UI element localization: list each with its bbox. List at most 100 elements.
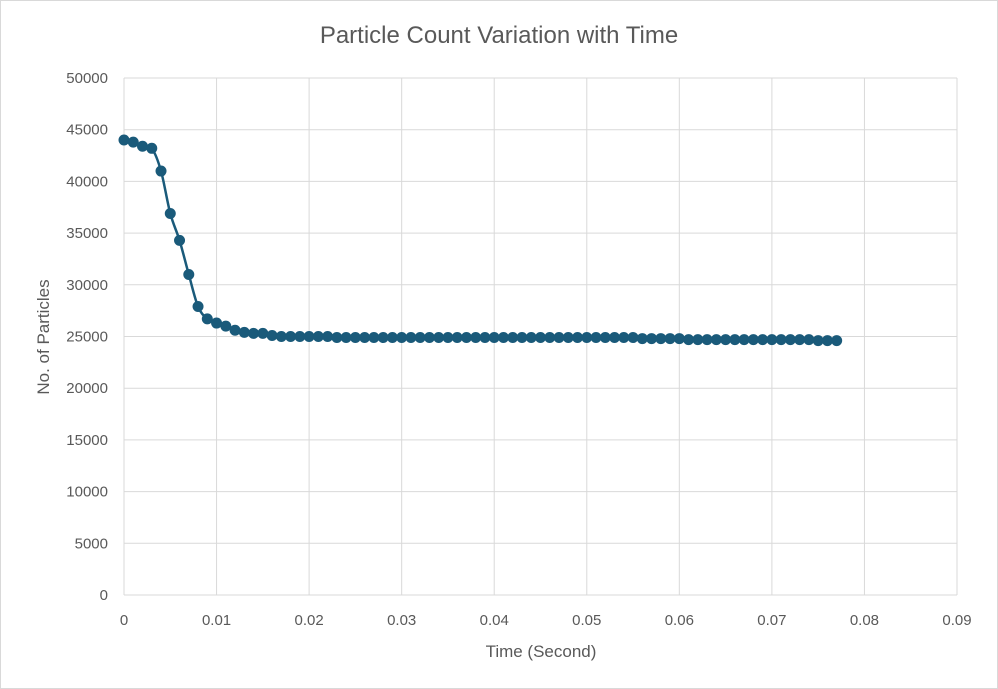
series-line <box>123 138 837 342</box>
x-tick-label: 0.03 <box>387 612 416 629</box>
data-point <box>377 332 389 344</box>
data-point <box>738 334 750 346</box>
data-point <box>192 301 204 313</box>
data-point <box>164 207 176 219</box>
data-point <box>442 332 454 344</box>
data-point <box>331 332 343 344</box>
data-point <box>470 332 482 344</box>
data-point <box>423 332 435 344</box>
x-tick-label: 0.08 <box>850 612 879 629</box>
data-point <box>572 332 584 344</box>
chart-title: Particle Count Variation with Time <box>320 22 678 49</box>
data-point <box>766 334 778 346</box>
y-tick-label: 20000 <box>66 380 108 397</box>
data-point <box>655 333 667 345</box>
data-point <box>646 333 658 345</box>
x-tick-label: 0.07 <box>757 612 786 629</box>
data-point <box>507 332 519 344</box>
x-tick-label: 0 <box>120 612 128 629</box>
data-point <box>812 335 824 347</box>
data-point <box>248 327 260 339</box>
data-point <box>479 332 491 344</box>
data-point <box>803 334 815 346</box>
data-point <box>747 334 759 346</box>
data-point <box>673 333 685 345</box>
data-point <box>794 334 806 346</box>
y-tick-label: 25000 <box>66 329 108 346</box>
data-point <box>590 332 602 344</box>
data-point <box>636 333 648 345</box>
data-point <box>757 334 769 346</box>
data-point <box>266 329 278 341</box>
x-axis-ticks: 0 0.01 0.02 0.03 0.04 0.05 0.06 0.07 0.08 0.09 <box>120 612 972 629</box>
data-point <box>535 332 546 344</box>
data-point <box>609 332 621 344</box>
data-point <box>775 334 787 346</box>
data-point <box>414 332 426 344</box>
y-tick-label: 40000 <box>66 173 108 190</box>
data-point <box>294 331 306 342</box>
data-point <box>322 331 334 342</box>
data-point <box>201 313 213 325</box>
data-point <box>599 332 611 344</box>
data-point <box>137 140 149 152</box>
y-axis-ticks: 0 5000 10000 15000 20000 25000 30000 35000 40000… <box>66 70 108 604</box>
data-point <box>386 332 398 344</box>
y-axis-title: No. of Particles <box>34 279 53 394</box>
data-point <box>155 165 167 177</box>
data-point <box>275 331 287 342</box>
data-point <box>488 332 500 344</box>
data-point <box>340 332 352 344</box>
data-point <box>118 134 130 146</box>
y-tick-label: 50000 <box>66 70 108 87</box>
data-point <box>229 324 241 336</box>
data-point <box>303 331 315 342</box>
x-axis-title: Time (Second) <box>486 642 597 661</box>
data-point <box>618 332 630 344</box>
data-point <box>562 332 574 344</box>
data-point <box>664 333 676 345</box>
data-point <box>285 331 297 342</box>
data-point <box>127 136 139 148</box>
x-tick-label: 0.09 <box>942 612 971 629</box>
data-point <box>710 334 722 346</box>
data-point <box>238 326 250 338</box>
y-tick-label: 15000 <box>66 432 108 449</box>
data-point <box>396 332 408 344</box>
data-point <box>516 332 528 344</box>
data-point <box>349 332 361 344</box>
data-point <box>831 335 843 347</box>
data-point <box>211 317 223 329</box>
data-point <box>497 332 509 344</box>
data-point <box>433 332 445 344</box>
y-tick-label: 10000 <box>66 484 108 501</box>
data-point <box>257 327 269 339</box>
data-point <box>183 268 195 280</box>
data-point <box>174 234 186 246</box>
y-tick-label: 30000 <box>66 277 108 294</box>
x-tick-label: 0.04 <box>480 612 509 629</box>
y-tick-label: 0 <box>100 587 108 604</box>
data-point <box>701 334 713 346</box>
data-point <box>784 334 796 346</box>
data-point <box>312 331 324 342</box>
data-point <box>553 332 565 344</box>
data-points <box>118 134 843 347</box>
x-tick-label: 0.05 <box>572 612 601 629</box>
data-point <box>729 334 741 346</box>
x-tick-label: 0.06 <box>665 612 694 629</box>
data-point <box>627 332 639 344</box>
data-point <box>525 332 537 344</box>
y-tick-label: 5000 <box>75 535 108 552</box>
data-point <box>544 332 556 344</box>
data-point <box>821 335 833 347</box>
data-point <box>146 142 158 154</box>
data-point <box>368 332 380 344</box>
data-point <box>720 334 732 346</box>
data-point <box>451 332 463 344</box>
data-point <box>220 320 232 332</box>
data-point <box>692 334 704 346</box>
data-point <box>405 332 417 344</box>
